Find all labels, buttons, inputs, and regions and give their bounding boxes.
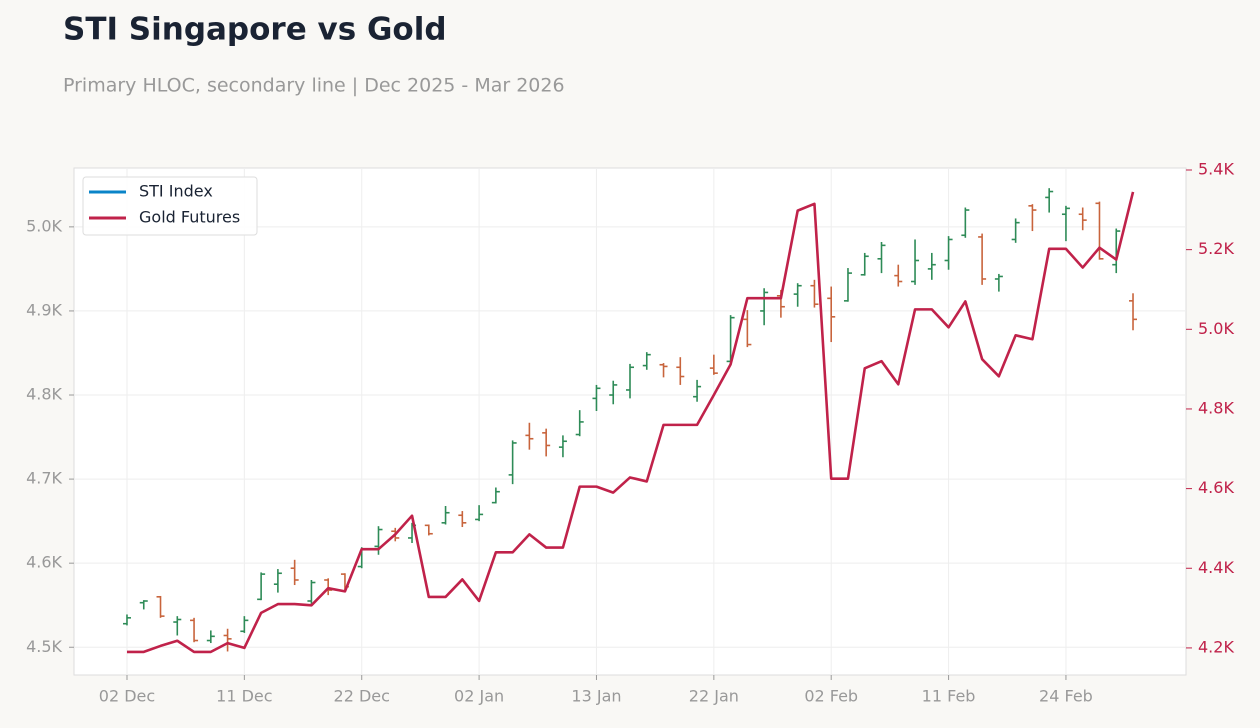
x-tick-label: 02 Dec xyxy=(99,687,155,706)
ohlc-bar xyxy=(206,630,215,644)
ohlc-bar xyxy=(860,252,869,276)
ohlc-bar xyxy=(173,616,182,636)
ohlc-bar xyxy=(441,506,450,525)
y2-tick-label: 5.4K xyxy=(1198,159,1234,178)
ohlc-bar xyxy=(475,505,484,522)
ohlc-bar xyxy=(223,628,232,652)
x-tick-label: 22 Jan xyxy=(689,687,739,706)
y-tick-label: 4.8K xyxy=(26,385,62,404)
ohlc-bar xyxy=(491,487,500,504)
legend-label: Gold Futures xyxy=(139,208,240,227)
ohlc-bar xyxy=(894,264,903,287)
y2-tick-label: 4.4K xyxy=(1198,558,1234,577)
x-tick-label: 11 Dec xyxy=(216,687,272,706)
ohlc-bar xyxy=(944,236,953,270)
x-tick-label: 22 Dec xyxy=(334,687,390,706)
legend-label: STI Index xyxy=(139,182,213,201)
x-tick-label: 13 Jan xyxy=(571,687,621,706)
legend-box xyxy=(82,176,258,236)
chart-title: STI Singapore vs Gold xyxy=(63,12,447,48)
chart-subtitle: Primary HLOC, secondary line | Dec 2025 … xyxy=(63,75,565,97)
ohlc-bar xyxy=(659,363,668,378)
ohlc-bar xyxy=(760,288,769,326)
legend: STI Index Gold Futures xyxy=(82,176,258,236)
ohlc-bar xyxy=(458,511,467,528)
x-tick-label: 24 Feb xyxy=(1039,687,1093,706)
ohlc-bar xyxy=(743,310,752,348)
ohlc-bar xyxy=(1129,293,1138,331)
ohlc-bar xyxy=(994,273,1003,292)
ohlc-bar xyxy=(642,352,651,370)
ohlc-bar xyxy=(626,363,634,399)
x-tick-label: 02 Feb xyxy=(804,687,858,706)
ohlc-bar xyxy=(1045,188,1054,213)
plot-area xyxy=(73,167,1187,676)
ohlc-bar xyxy=(156,595,165,618)
ohlc-bar xyxy=(558,435,567,458)
y-tick-label: 4.5K xyxy=(26,637,62,656)
ohlc-bar xyxy=(592,384,601,411)
ohlc-bar xyxy=(290,559,299,586)
ohlc-bar xyxy=(877,241,886,274)
ohlc-bar xyxy=(575,410,584,437)
y-tick-label: 5.0K xyxy=(26,216,62,235)
line-series xyxy=(126,191,1135,654)
y-tick-label: 4.7K xyxy=(26,469,62,488)
ohlc-bar xyxy=(843,268,852,302)
ohlc-bar xyxy=(693,379,702,402)
ohlc-bar xyxy=(525,422,534,450)
ohlc-bar xyxy=(1061,205,1070,242)
ohlc-bar xyxy=(911,239,920,285)
ohlc-bar xyxy=(978,233,987,285)
ohlc-bar xyxy=(139,600,148,610)
ohlc-bar xyxy=(240,616,249,633)
ohlc-bar xyxy=(709,354,718,375)
ohlc-bar xyxy=(1112,228,1121,274)
grid xyxy=(74,168,1186,675)
y2-tick-label: 4.8K xyxy=(1198,398,1234,417)
ohlc-bar xyxy=(961,207,970,238)
y-tick-label: 4.6K xyxy=(26,553,62,572)
ohlc-bar xyxy=(810,279,819,308)
ohlc-bar xyxy=(1028,204,1037,232)
ohlc-bar xyxy=(927,252,936,280)
y2-tick-label: 5.0K xyxy=(1198,319,1234,338)
ohlc-bar xyxy=(508,440,517,485)
ohlc-bar xyxy=(190,617,199,643)
ohlc-bar xyxy=(609,380,618,405)
ohlc-bar xyxy=(827,286,836,343)
y2-tick-label: 4.6K xyxy=(1198,478,1234,497)
x-tick-label: 11 Feb xyxy=(922,687,976,706)
y2-tick-label: 5.2K xyxy=(1198,239,1234,258)
ohlc-bar xyxy=(1078,207,1087,231)
ohlc-bar xyxy=(257,572,266,601)
ohlc-bar xyxy=(1011,218,1020,243)
y2-tick-label: 4.2K xyxy=(1198,637,1234,656)
ohlc-bar xyxy=(793,283,802,307)
ohlc-bar xyxy=(676,357,685,385)
ohlc-bar xyxy=(273,569,282,593)
ohlc-bar xyxy=(726,315,735,363)
ohlc-bar xyxy=(122,614,131,626)
x-tick-label: 02 Jan xyxy=(454,687,504,706)
ohlc-bar xyxy=(424,524,433,536)
ohlc-bar xyxy=(542,428,551,457)
y-tick-label: 4.9K xyxy=(26,300,62,319)
ohlc-bar xyxy=(307,579,316,607)
ohlc-bar xyxy=(1095,201,1104,260)
